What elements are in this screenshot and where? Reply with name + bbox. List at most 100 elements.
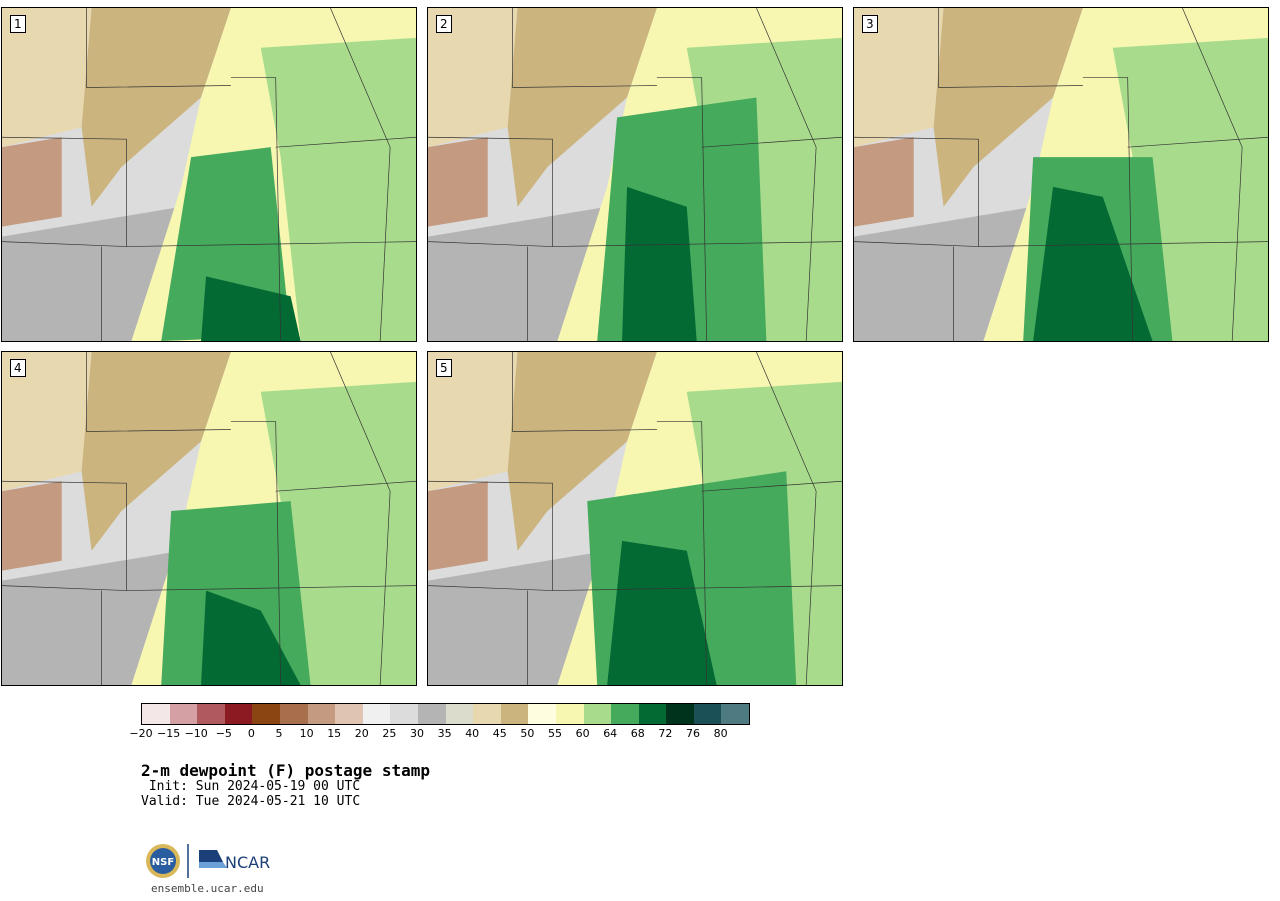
colorbar-tick-label: −10 bbox=[184, 727, 208, 740]
state-border bbox=[701, 480, 842, 492]
colorbar-tick-label: 80 bbox=[713, 727, 728, 740]
southwest-gray-field bbox=[2, 206, 182, 341]
colorbar-tick-label: 72 bbox=[658, 727, 673, 740]
state-border bbox=[1182, 8, 1243, 341]
colorbar-swatch bbox=[142, 704, 170, 724]
colorbar-swatch bbox=[252, 704, 280, 724]
colorbar-tick-label: 30 bbox=[410, 727, 424, 740]
panel-number: 1 bbox=[10, 15, 26, 33]
dry-plains-field bbox=[507, 8, 657, 207]
colorbar-tick-label: 45 bbox=[492, 727, 507, 740]
state-border bbox=[1082, 77, 1134, 341]
logo-block: NSF NCAR bbox=[146, 844, 270, 878]
colorbar-tick-label: 76 bbox=[686, 727, 700, 740]
colorbar-swatch bbox=[583, 704, 612, 724]
valid-time: Valid: Tue 2024-05-21 10 UTC bbox=[141, 794, 361, 809]
colorbar-swatch bbox=[362, 704, 391, 724]
state-border bbox=[230, 77, 282, 341]
state-border bbox=[701, 136, 842, 148]
state-border bbox=[938, 8, 1083, 88]
state-border bbox=[2, 480, 127, 591]
colorbar-swatch bbox=[417, 704, 446, 724]
colorbar-swatch bbox=[390, 704, 418, 724]
state-border bbox=[756, 352, 817, 685]
cold-terrain-field bbox=[854, 137, 914, 227]
state-border bbox=[330, 352, 391, 685]
stamp-panel-4: 4 bbox=[1, 351, 417, 686]
nsf-logo-text: NSF bbox=[152, 857, 174, 868]
ncar-logo-text: NCAR bbox=[225, 853, 270, 872]
state-border bbox=[428, 136, 553, 247]
colorbar-swatch bbox=[279, 704, 308, 724]
colorbar-ticks: −20 −15 −10 −5 0 5 10 15 20 25 30 35 40 45 50 55 60 64 68 7… bbox=[129, 727, 761, 741]
state-border bbox=[230, 421, 282, 685]
state-border bbox=[552, 585, 842, 591]
state-border bbox=[978, 241, 1268, 247]
colorbar-tick-label: −15 bbox=[156, 727, 181, 740]
colorbar-swatch bbox=[445, 704, 474, 724]
state-border bbox=[330, 8, 391, 341]
dry-west-field bbox=[428, 352, 518, 492]
dry-plains-field bbox=[507, 352, 657, 551]
panel-number: 4 bbox=[10, 359, 26, 377]
colorbar-swatch bbox=[555, 704, 584, 724]
very-moist-core-field bbox=[1033, 186, 1153, 341]
dry-west-field bbox=[2, 352, 92, 492]
state-border bbox=[428, 480, 553, 591]
colorbar-tick-label: 64 bbox=[603, 727, 618, 740]
colorbar-swatch bbox=[473, 704, 501, 724]
dry-plains-field bbox=[81, 352, 231, 551]
state-border bbox=[126, 585, 416, 591]
dry-west-field bbox=[854, 8, 944, 148]
cold-terrain-field bbox=[428, 481, 488, 571]
colorbar-tick-label: 15 bbox=[327, 727, 342, 740]
panel-number: 2 bbox=[436, 15, 452, 33]
site-url: ensemble.ucar.edu bbox=[151, 882, 264, 895]
state-border bbox=[86, 352, 231, 432]
dewpoint-map bbox=[428, 352, 842, 685]
state-border bbox=[656, 77, 708, 341]
green-east-field bbox=[260, 37, 416, 341]
very-moist-core-field bbox=[622, 186, 697, 341]
panel-number: 5 bbox=[436, 359, 452, 377]
cold-terrain-field bbox=[428, 137, 488, 227]
stamp-panel-5: 5 bbox=[427, 351, 843, 686]
colorbar-tick-label: 55 bbox=[548, 727, 562, 740]
state-border bbox=[275, 136, 416, 148]
colorbar-tick-label: −5 bbox=[215, 727, 232, 740]
cold-terrain-field bbox=[2, 481, 62, 571]
panel-number: 3 bbox=[862, 15, 878, 33]
dry-west-field bbox=[428, 8, 518, 148]
state-border bbox=[86, 8, 231, 88]
southwest-gray-field bbox=[428, 206, 608, 341]
state-border bbox=[512, 8, 657, 88]
colorbar-swatch bbox=[528, 704, 556, 724]
stamp-panel-3: 3 bbox=[853, 7, 1269, 342]
colorbar-swatch bbox=[335, 704, 363, 724]
stamp-panel-2: 2 bbox=[427, 7, 843, 342]
colorbar-swatch bbox=[224, 704, 253, 724]
dewpoint-map bbox=[854, 8, 1268, 341]
colorbar-tick-label: 0 bbox=[247, 727, 255, 740]
dewpoint-map bbox=[2, 8, 416, 341]
colorbar-swatch bbox=[611, 704, 639, 724]
state-border bbox=[854, 136, 979, 247]
state-border bbox=[656, 421, 708, 685]
colorbar-swatch bbox=[638, 704, 667, 724]
very-moist-core-field bbox=[201, 590, 301, 685]
state-border bbox=[512, 352, 657, 432]
colorbar-tick-label: 35 bbox=[437, 727, 452, 740]
dewpoint-map bbox=[2, 352, 416, 685]
southwest-gray-field bbox=[854, 206, 1034, 341]
dry-plains-field bbox=[933, 8, 1083, 207]
colorbar-tick-label: 40 bbox=[465, 727, 480, 740]
colorbar-swatch bbox=[197, 704, 225, 724]
colorbar-tick-label: 25 bbox=[382, 727, 397, 740]
colorbar bbox=[141, 703, 751, 725]
colorbar-tick-label: 50 bbox=[520, 727, 535, 740]
very-moist-core-field bbox=[201, 276, 301, 341]
colorbar-tick-label: −20 bbox=[129, 727, 153, 740]
init-time: Init: Sun 2024-05-19 00 UTC bbox=[141, 779, 361, 794]
colorbar-tick-label: 20 bbox=[354, 727, 369, 740]
state-border bbox=[552, 241, 842, 247]
